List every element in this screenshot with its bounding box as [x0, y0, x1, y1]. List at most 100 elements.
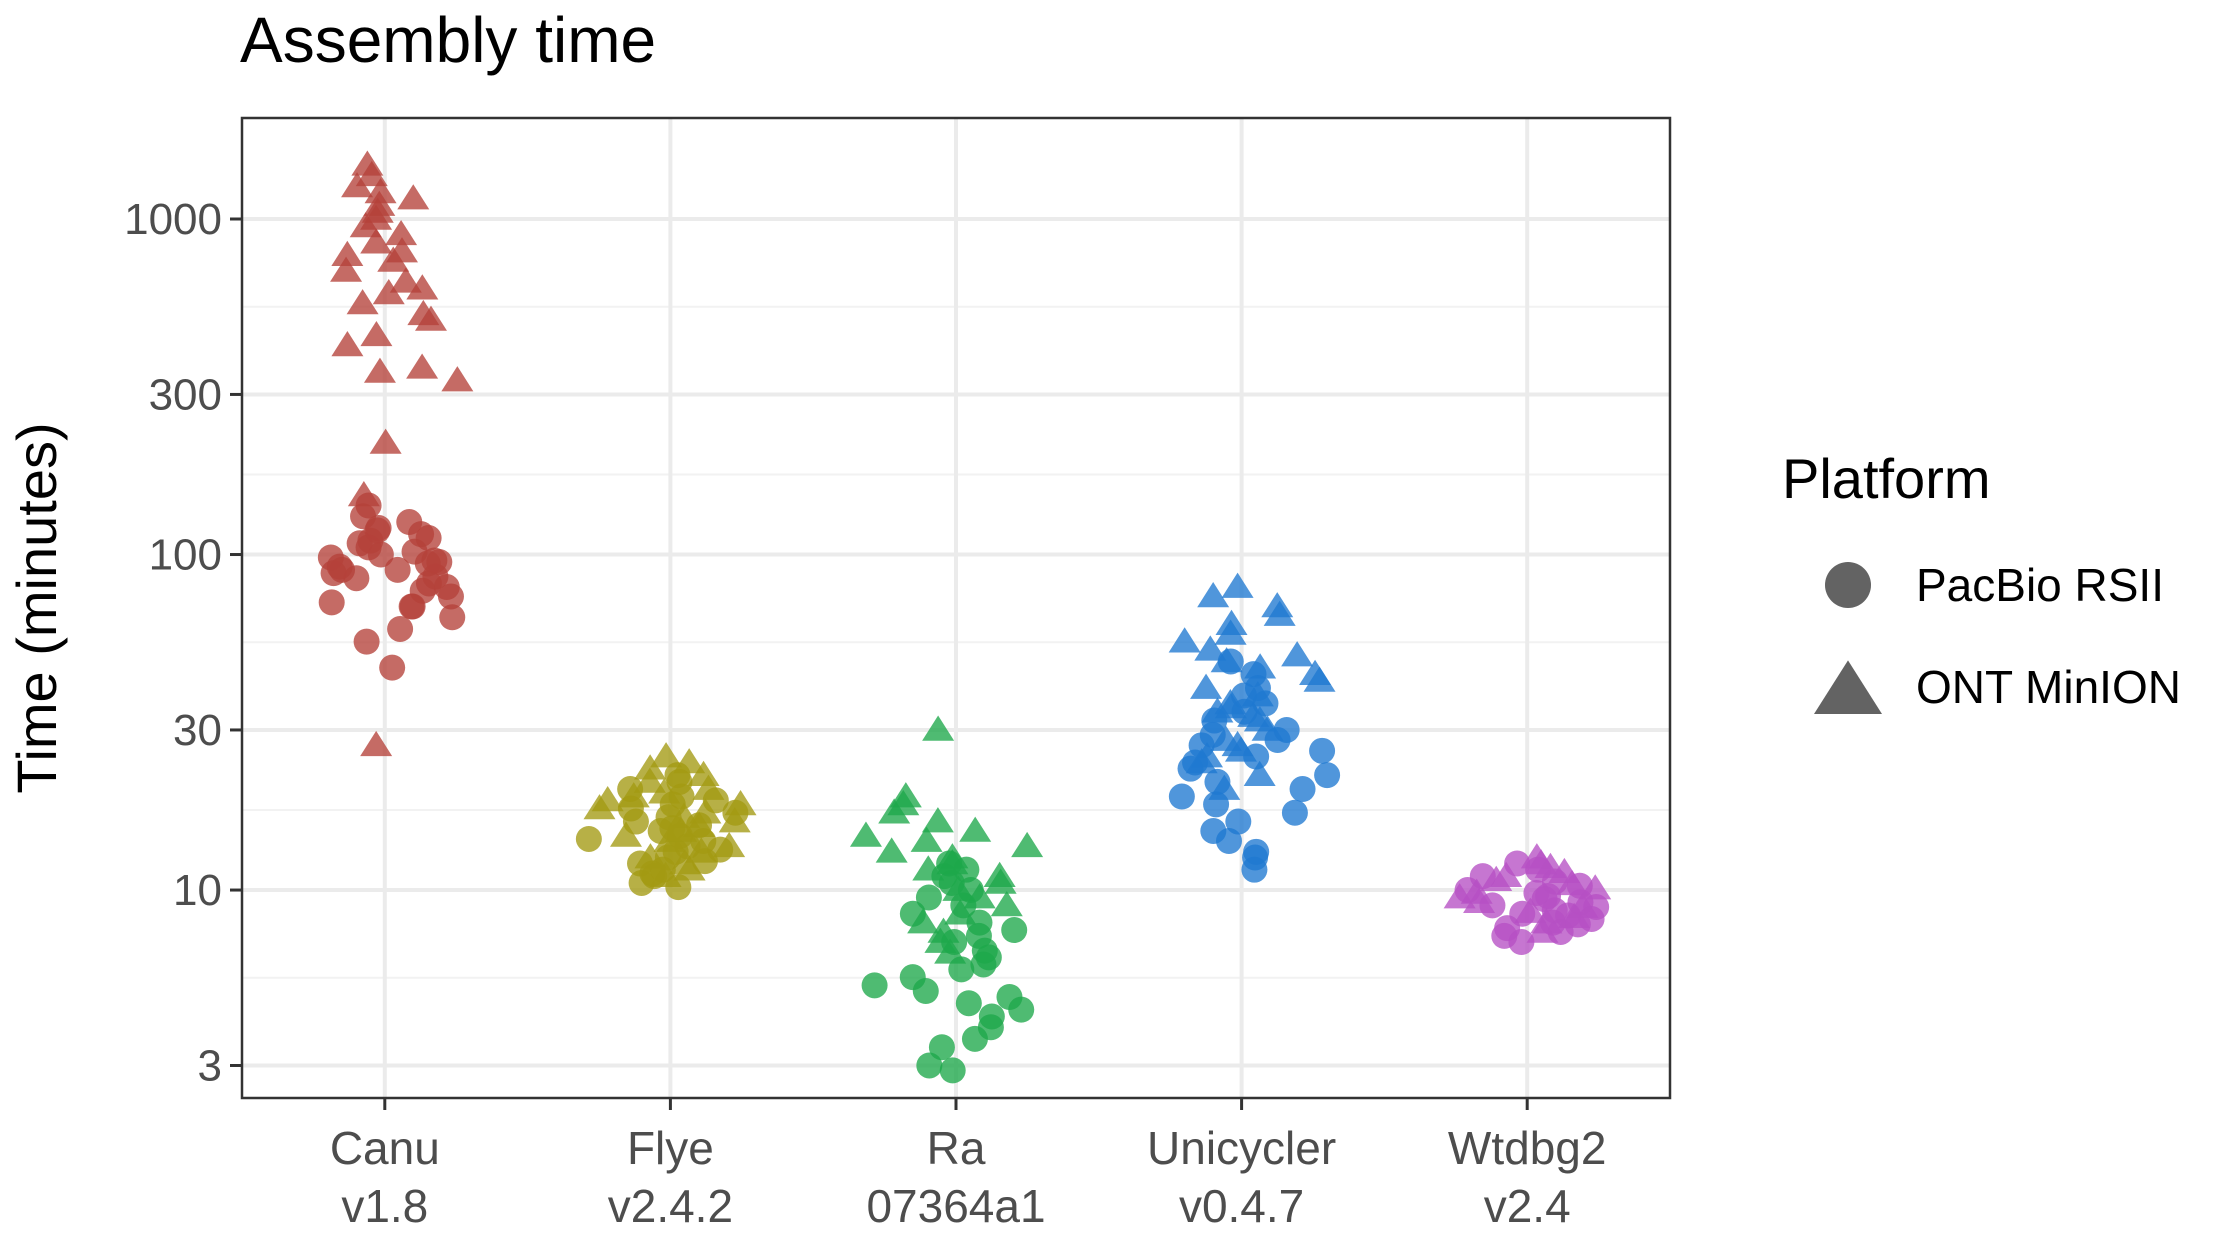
- point-ont: [683, 811, 716, 837]
- legend-entries: PacBio RSII ONT MinION: [1814, 559, 2181, 714]
- point-ont: [1215, 609, 1248, 635]
- point-ont: [713, 831, 746, 858]
- point-ont: [363, 357, 396, 383]
- point-ont: [1208, 774, 1241, 800]
- point-pacbio: [955, 990, 982, 1017]
- x-tick-label-name: Canu: [330, 1122, 440, 1174]
- point-ont: [718, 807, 751, 833]
- point-ont: [591, 786, 624, 812]
- point-ont: [441, 366, 474, 392]
- point-ont: [668, 849, 701, 875]
- point-ont: [369, 428, 402, 454]
- point-pacbio: [915, 884, 942, 911]
- point-ont: [1243, 760, 1276, 786]
- point-ont: [1237, 701, 1270, 727]
- point-ont: [1191, 742, 1224, 768]
- point-ont: [346, 289, 379, 315]
- x-tick-label-version: v2.4: [1484, 1180, 1571, 1232]
- point-ont: [687, 760, 720, 786]
- point-pacbio: [1289, 776, 1316, 803]
- point-pacbio: [1309, 737, 1336, 764]
- point-pacbio: [939, 1057, 966, 1084]
- y-axis: 3 10 30 100 300 1000: [124, 195, 242, 1090]
- point-pacbio: [978, 1003, 1005, 1030]
- x-tick-label-version: v0.4.7: [1179, 1180, 1304, 1232]
- point-ont: [650, 742, 683, 768]
- legend-key-triangle: [1814, 660, 1882, 714]
- point-ont: [1221, 572, 1254, 598]
- point-ont: [1214, 688, 1247, 715]
- point-pacbio: [1225, 808, 1252, 835]
- point-ont: [331, 240, 364, 267]
- point-ont: [724, 789, 757, 816]
- point-ont: [910, 826, 943, 852]
- point-ont: [609, 821, 642, 847]
- point-ont: [1011, 831, 1044, 858]
- point-ont: [1209, 725, 1242, 751]
- point-ont: [889, 782, 922, 808]
- point-ont: [331, 331, 364, 357]
- point-ont: [385, 219, 418, 246]
- point-pacbio: [861, 972, 888, 999]
- x-tick-label-name: Flye: [627, 1122, 714, 1174]
- point-ont: [692, 774, 725, 800]
- point-ont: [1490, 861, 1523, 887]
- point-ont: [351, 150, 384, 176]
- point-ont: [1241, 681, 1274, 707]
- point-ont: [685, 837, 718, 863]
- point-ont: [927, 917, 960, 943]
- y-tick-label: 300: [149, 370, 222, 419]
- point-pacbio: [966, 909, 993, 936]
- point-ont: [849, 821, 882, 847]
- point-ont: [407, 299, 440, 326]
- point-pacbio: [421, 547, 448, 574]
- point-pacbio: [928, 1034, 955, 1061]
- point-ont: [912, 855, 945, 881]
- point-ont: [634, 843, 667, 869]
- x-tick-label-name: Wtdbg2: [1448, 1122, 1607, 1174]
- point-ont: [1520, 843, 1553, 869]
- point-ont: [942, 875, 975, 901]
- legend-label: PacBio RSII: [1916, 559, 2164, 611]
- point-ont: [936, 843, 969, 869]
- point-pacbio: [379, 654, 406, 681]
- point-ont: [1514, 897, 1547, 923]
- point-ont: [875, 837, 908, 863]
- y-tick-label: 10: [173, 866, 222, 915]
- point-ont: [1530, 908, 1563, 934]
- point-ont: [360, 228, 393, 254]
- x-axis: Canu v1.8 Flye v2.4.2 Ra 07364a1 Unicycler v0.4…: [330, 1098, 1607, 1232]
- point-ont: [921, 807, 954, 833]
- legend-key-circle: [1825, 562, 1871, 608]
- point-ont: [1244, 653, 1277, 679]
- point-pacbio: [1001, 917, 1028, 944]
- point-ont: [634, 754, 667, 780]
- point-ont: [363, 190, 396, 216]
- legend: Platform PacBio RSII ONT MinION: [1782, 447, 2181, 714]
- point-pacbio: [1281, 799, 1308, 826]
- point-ont: [1190, 673, 1223, 699]
- point-pacbio: [996, 983, 1023, 1010]
- point-ont: [944, 899, 977, 925]
- y-axis-label: Time (minutes): [5, 422, 68, 793]
- point-pacbio: [439, 604, 466, 631]
- point-ont: [389, 267, 422, 293]
- point-ont: [983, 861, 1016, 887]
- point-pacbio: [396, 509, 423, 536]
- point-ont: [347, 481, 380, 507]
- chart-title: Assembly time: [240, 4, 656, 76]
- point-ont: [649, 861, 682, 887]
- y-tick-label: 30: [173, 706, 222, 755]
- y-tick-label: 1000: [124, 195, 222, 244]
- point-pacbio: [1314, 762, 1341, 789]
- x-tick-label-version: 07364a1: [866, 1180, 1045, 1232]
- point-pacbio: [1243, 838, 1270, 865]
- point-ont: [617, 782, 650, 808]
- point-ont: [1194, 635, 1227, 661]
- point-pacbio: [1200, 817, 1227, 844]
- point-pacbio: [1168, 783, 1195, 810]
- point-ont: [1566, 892, 1599, 918]
- point-ont: [360, 320, 393, 347]
- plot-panel: [240, 116, 1672, 1100]
